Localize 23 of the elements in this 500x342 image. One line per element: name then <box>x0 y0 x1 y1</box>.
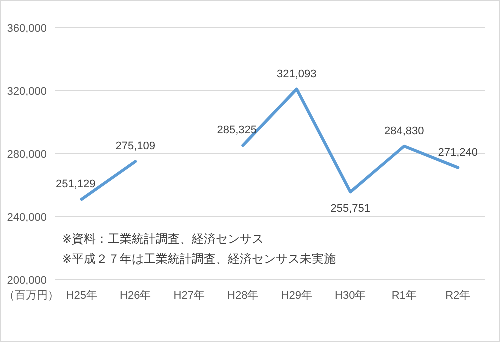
annotation: ※資料：工業統計調査、経済センサス <box>62 232 264 246</box>
data-label: 284,830 <box>384 125 424 138</box>
data-label: 271,240 <box>438 146 478 159</box>
data-label: 255,751 <box>330 203 371 216</box>
data-label: 285,325 <box>217 124 258 137</box>
y-axis-title: （百万円） <box>4 290 59 302</box>
x-tick-label: R1年 <box>392 290 417 302</box>
x-tick-label: H30年 <box>335 290 366 302</box>
y-tick-label: 200,000 <box>7 275 47 287</box>
x-tick-label: R2年 <box>446 290 471 302</box>
x-tick-label: H27年 <box>174 290 205 302</box>
annotation: ※平成２７年は工業統計調査、経済センサス未実施 <box>62 252 336 266</box>
x-tick-label: H25年 <box>66 290 98 302</box>
y-tick-label: 280,000 <box>7 149 47 161</box>
data-label: 275,109 <box>116 140 156 153</box>
data-label: 321,093 <box>276 68 317 80</box>
x-tick-label: H29年 <box>281 290 312 302</box>
x-tick-label: H26年 <box>120 290 152 302</box>
x-tick-label: H28年 <box>228 290 259 302</box>
y-tick-label: 240,000 <box>7 212 47 224</box>
y-tick-label: 320,000 <box>7 86 47 98</box>
y-tick-label: 360,000 <box>7 23 47 35</box>
data-label: 251,129 <box>56 178 96 190</box>
